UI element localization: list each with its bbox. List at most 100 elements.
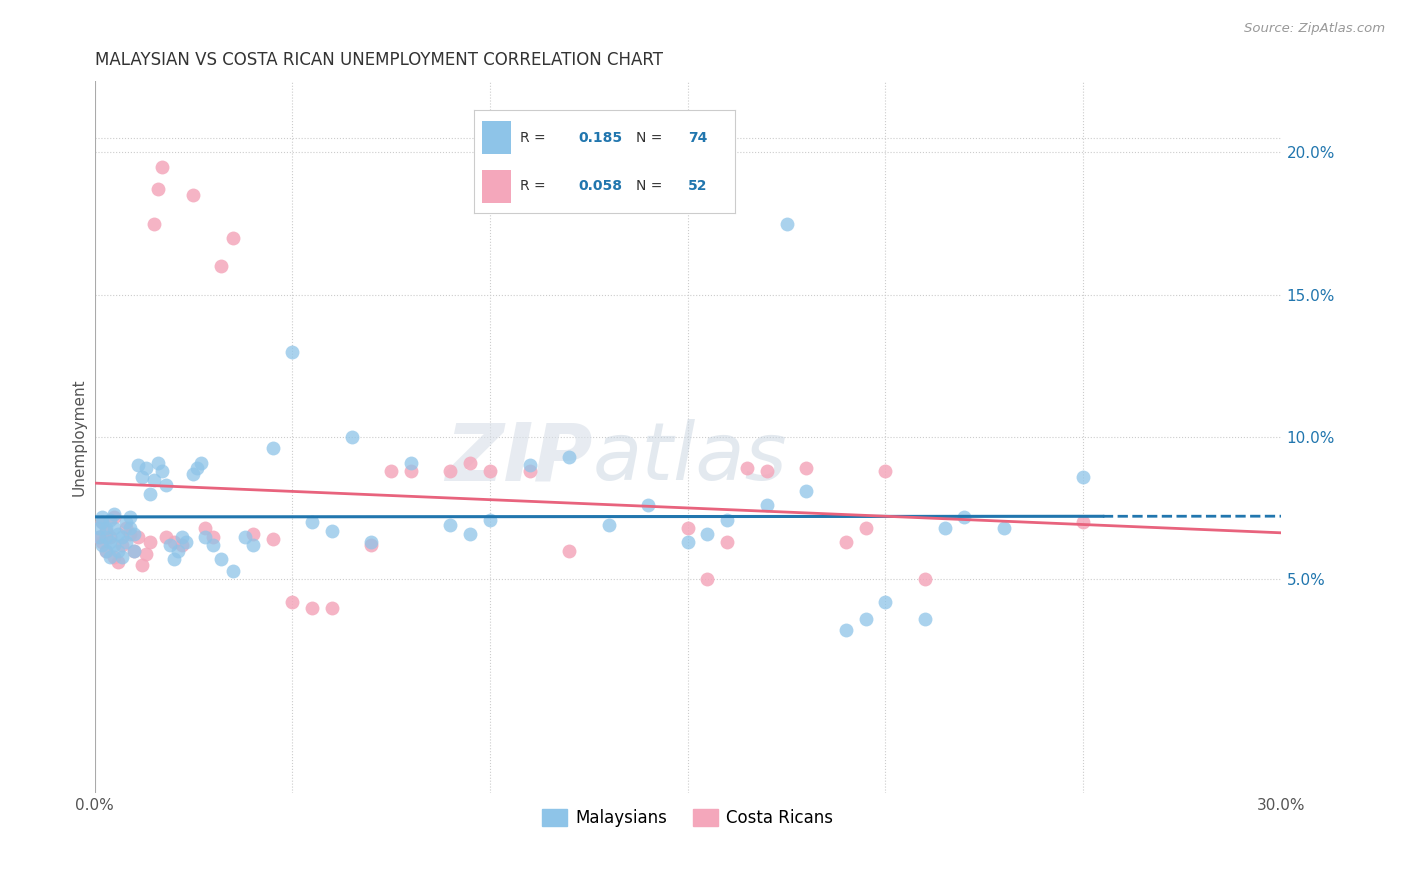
Malaysians xyxy=(100,549,122,564)
Costa Ricans xyxy=(87,530,110,544)
Malaysians xyxy=(558,450,581,464)
Text: MALAYSIAN VS COSTA RICAN UNEMPLOYMENT CORRELATION CHART: MALAYSIAN VS COSTA RICAN UNEMPLOYMENT CO… xyxy=(94,51,662,69)
Costa Ricans xyxy=(735,461,758,475)
Malaysians xyxy=(139,487,162,501)
Costa Ricans xyxy=(127,530,149,544)
Costa Ricans xyxy=(914,572,936,586)
Costa Ricans xyxy=(716,535,738,549)
Malaysians xyxy=(163,552,186,566)
Malaysians xyxy=(100,512,122,526)
Costa Ricans xyxy=(163,535,186,549)
Malaysians xyxy=(91,509,114,524)
Costa Ricans xyxy=(676,521,699,535)
Costa Ricans xyxy=(155,530,177,544)
Malaysians xyxy=(855,612,877,626)
Malaysians xyxy=(222,564,245,578)
Costa Ricans xyxy=(120,526,142,541)
Malaysians xyxy=(100,535,122,549)
Malaysians xyxy=(115,516,138,530)
Malaysians xyxy=(111,549,134,564)
Malaysians xyxy=(135,461,157,475)
Malaysians xyxy=(209,552,232,566)
Malaysians xyxy=(91,538,114,552)
Malaysians xyxy=(794,484,817,499)
Costa Ricans xyxy=(107,555,129,569)
Costa Ricans xyxy=(202,530,225,544)
Costa Ricans xyxy=(794,461,817,475)
Costa Ricans xyxy=(399,464,422,478)
Costa Ricans xyxy=(360,538,382,552)
Malaysians xyxy=(107,543,129,558)
Costa Ricans xyxy=(519,464,541,478)
Costa Ricans xyxy=(91,516,114,530)
Costa Ricans xyxy=(115,521,138,535)
Costa Ricans xyxy=(111,538,134,552)
Costa Ricans xyxy=(103,509,125,524)
Costa Ricans xyxy=(222,231,245,245)
Malaysians xyxy=(111,530,134,544)
Malaysians xyxy=(340,430,363,444)
Malaysians xyxy=(875,595,897,609)
Costa Ricans xyxy=(122,543,145,558)
Malaysians xyxy=(96,530,118,544)
Malaysians xyxy=(676,535,699,549)
Costa Ricans xyxy=(150,160,173,174)
Malaysians xyxy=(233,530,256,544)
Malaysians xyxy=(716,512,738,526)
Costa Ricans xyxy=(755,464,778,478)
Malaysians xyxy=(146,456,169,470)
Text: ZIP: ZIP xyxy=(446,419,593,498)
Costa Ricans xyxy=(139,535,162,549)
Costa Ricans xyxy=(96,524,118,538)
Costa Ricans xyxy=(875,464,897,478)
Costa Ricans xyxy=(262,533,284,547)
Malaysians xyxy=(301,516,323,530)
Costa Ricans xyxy=(183,188,205,202)
Malaysians xyxy=(242,538,264,552)
Malaysians xyxy=(96,543,118,558)
Costa Ricans xyxy=(135,547,157,561)
Malaysians xyxy=(439,518,461,533)
Costa Ricans xyxy=(835,535,858,549)
Malaysians xyxy=(194,530,217,544)
Malaysians xyxy=(103,507,125,521)
Text: Source: ZipAtlas.com: Source: ZipAtlas.com xyxy=(1244,22,1385,36)
Malaysians xyxy=(993,521,1015,535)
Costa Ricans xyxy=(131,558,153,572)
Costa Ricans xyxy=(855,521,877,535)
Costa Ricans xyxy=(321,600,343,615)
Costa Ricans xyxy=(696,572,718,586)
Costa Ricans xyxy=(96,543,118,558)
Costa Ricans xyxy=(458,456,481,470)
Costa Ricans xyxy=(91,535,114,549)
Costa Ricans xyxy=(301,600,323,615)
Malaysians xyxy=(696,526,718,541)
Malaysians xyxy=(115,535,138,549)
Malaysians xyxy=(755,498,778,512)
Text: atlas: atlas xyxy=(593,419,787,498)
Costa Ricans xyxy=(1071,516,1094,530)
Malaysians xyxy=(87,521,110,535)
Malaysians xyxy=(96,521,118,535)
Malaysians xyxy=(479,512,502,526)
Costa Ricans xyxy=(439,464,461,478)
Malaysians xyxy=(170,530,193,544)
Malaysians xyxy=(281,344,304,359)
Malaysians xyxy=(122,526,145,541)
Malaysians xyxy=(91,516,114,530)
Malaysians xyxy=(262,442,284,456)
Costa Ricans xyxy=(242,526,264,541)
Malaysians xyxy=(775,217,797,231)
Costa Ricans xyxy=(479,464,502,478)
Costa Ricans xyxy=(170,538,193,552)
Malaysians xyxy=(360,535,382,549)
Costa Ricans xyxy=(100,530,122,544)
Y-axis label: Unemployment: Unemployment xyxy=(72,378,86,496)
Malaysians xyxy=(87,530,110,544)
Malaysians xyxy=(174,535,197,549)
Costa Ricans xyxy=(558,543,581,558)
Malaysians xyxy=(519,458,541,473)
Malaysians xyxy=(166,543,188,558)
Malaysians xyxy=(835,624,858,638)
Costa Ricans xyxy=(380,464,402,478)
